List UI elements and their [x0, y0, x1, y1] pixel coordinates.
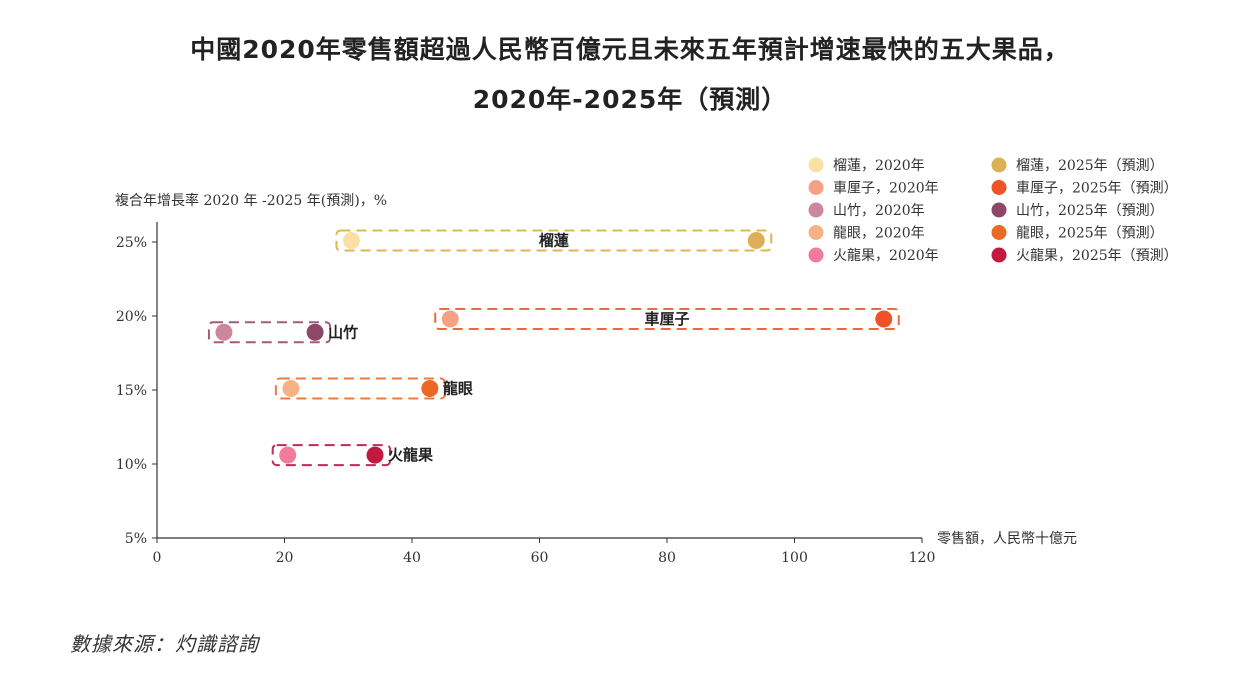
range-box	[335, 229, 773, 252]
x-tick-label: 100	[781, 550, 808, 566]
x-tick-label: 120	[909, 550, 936, 566]
point-2020	[215, 323, 233, 341]
range-box	[274, 377, 446, 400]
legend-label-2025: 火龍果，2025年（預測）	[1016, 247, 1178, 264]
legend-marker-2025	[991, 202, 1007, 218]
legend-label-2020: 車厘子，2020年	[833, 180, 939, 197]
y-tick-label: 25%	[116, 235, 147, 251]
fruit-label: 火龍果	[388, 446, 434, 464]
legend-label-2025: 山竹，2025年（預測）	[1016, 203, 1164, 219]
x-tick-label: 80	[658, 550, 676, 566]
legend-marker-2025	[991, 247, 1007, 263]
legend-label-2025: 榴蓮，2025年（預測）	[1016, 158, 1164, 174]
range-box	[207, 321, 332, 344]
y-axis-label: 複合年增長率 2020 年 -2025 年(預測)，%	[115, 192, 387, 209]
fruit-label: 龍眼	[443, 380, 473, 398]
legend: 榴蓮，2020年 榴蓮，2025年（預測） 車厘子，2020年 車厘子，2025年（預…	[808, 157, 1178, 264]
legend-marker-2020	[808, 180, 824, 195]
legend-marker-2020	[808, 225, 824, 240]
point-2020	[342, 232, 360, 250]
y-tick-label: 20%	[116, 309, 147, 325]
legend-label-2020: 火龍果，2020年	[833, 247, 939, 264]
range-boxes	[207, 229, 900, 467]
legend-marker-2025	[991, 157, 1007, 173]
ticks: 0 20 40 60 80 100 120 5% 10% 15% 20% 25%	[116, 235, 935, 566]
x-tick-label: 0	[153, 550, 162, 566]
data-points	[215, 232, 893, 464]
legend-label-2020: 山竹，2020年	[833, 203, 925, 219]
chart-title-line-1: 中國2020年零售額超過人民幣百億元且未來五年預計增速最快的五大果品，	[190, 35, 1070, 64]
x-tick-label: 20	[276, 550, 294, 566]
point-2020	[441, 310, 459, 328]
axes: 複合年增長率 2020 年 -2025 年(預測)，% 零售額，人民幣十億元	[115, 192, 1077, 547]
point-2025	[366, 446, 384, 464]
chart-title-line-2: 2020年-2025年（預測）	[472, 85, 788, 114]
range-box	[434, 307, 900, 330]
x-tick-label: 60	[531, 550, 549, 566]
fruit-label: 榴蓮	[539, 232, 569, 250]
legend-label-2020: 龍眼，2020年	[833, 225, 925, 242]
legend-label-2025: 車厘子，2025年（預測）	[1016, 180, 1178, 197]
legend-marker-2020	[808, 202, 824, 218]
legend-marker-2025	[991, 225, 1007, 240]
legend-label-2025: 龍眼，2025年（預測）	[1016, 225, 1164, 242]
x-axis-label: 零售額，人民幣十億元	[937, 531, 1077, 547]
point-2025	[306, 323, 324, 341]
legend-marker-2025	[991, 180, 1007, 195]
fruit-label: 車厘子	[644, 310, 689, 328]
point-2025	[747, 232, 765, 250]
fruit-label: 山竹	[328, 323, 358, 341]
x-tick-label: 40	[403, 550, 421, 566]
y-tick-label: 5%	[125, 531, 147, 547]
legend-label-2020: 榴蓮，2020年	[833, 158, 925, 174]
point-2025	[875, 310, 893, 328]
y-tick-label: 10%	[116, 457, 147, 473]
y-tick-label: 15%	[116, 383, 147, 399]
legend-marker-2020	[808, 157, 824, 173]
point-2020	[282, 380, 300, 398]
point-2020	[279, 446, 297, 464]
legend-marker-2020	[808, 247, 824, 263]
point-2025	[421, 380, 439, 398]
source-note: 數據來源：灼識諮詢	[70, 632, 259, 656]
range-box	[271, 444, 392, 467]
